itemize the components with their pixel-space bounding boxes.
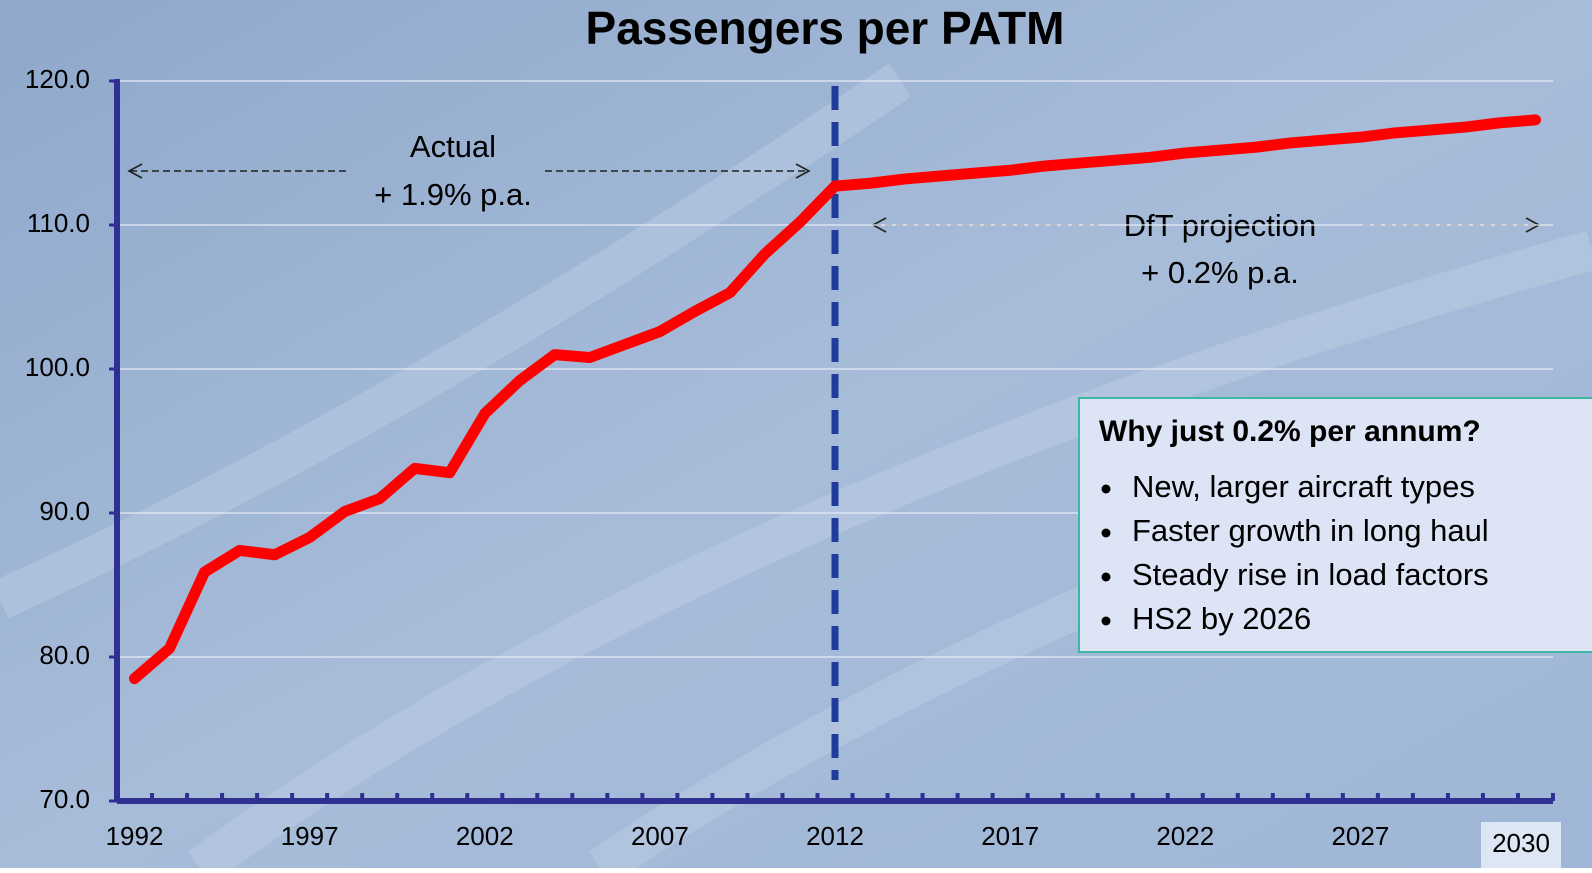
bullet — [1102, 529, 1111, 538]
end-label: 2030 — [1492, 828, 1550, 858]
info-box-item: Faster growth in long haul — [1132, 513, 1489, 548]
annotation: DfT projection — [1124, 208, 1316, 243]
chart-title: Passengers per PATM — [586, 2, 1065, 54]
info-box-title: Why just 0.2% per annum? — [1099, 415, 1481, 448]
info-box: Why just 0.2% per annum? New, larger airc… — [1079, 398, 1592, 652]
info-box-item: Steady rise in load factors — [1132, 557, 1489, 592]
chart: Passengers per PATM Actual + 1.9% p.a. D… — [0, 0, 1592, 868]
x-tick-label: 1992 — [106, 821, 164, 851]
annotation: + 0.2% p.a. — [1141, 255, 1299, 290]
x-tick-label: 2007 — [631, 821, 689, 851]
y-tick-label: 70.0 — [39, 784, 90, 814]
x-tick-label: 2027 — [1331, 821, 1389, 851]
annotation: Actual — [410, 129, 496, 164]
info-box-item: New, larger aircraft types — [1132, 469, 1475, 504]
page: Passengers per PATM Actual + 1.9% p.a. D… — [0, 0, 1592, 868]
bullet — [1102, 573, 1111, 582]
bullet — [1102, 485, 1111, 494]
y-tick-label: 120.0 — [25, 64, 90, 94]
y-tick-label: 80.0 — [39, 640, 90, 670]
x-tick-label: 2002 — [456, 821, 514, 851]
info-box-item: HS2 by 2026 — [1132, 601, 1311, 636]
y-tick-label: 110.0 — [27, 208, 90, 238]
y-tick-label: 100.0 — [25, 352, 90, 382]
y-tick-label: 90.0 — [39, 496, 90, 526]
x-tick-label: 2017 — [981, 821, 1039, 851]
x-tick-label: 2022 — [1156, 821, 1214, 851]
bullet — [1102, 617, 1111, 626]
x-tick-label: 1997 — [281, 821, 339, 851]
x-tick-label: 2012 — [806, 821, 864, 851]
annotation: + 1.9% p.a. — [374, 177, 532, 212]
